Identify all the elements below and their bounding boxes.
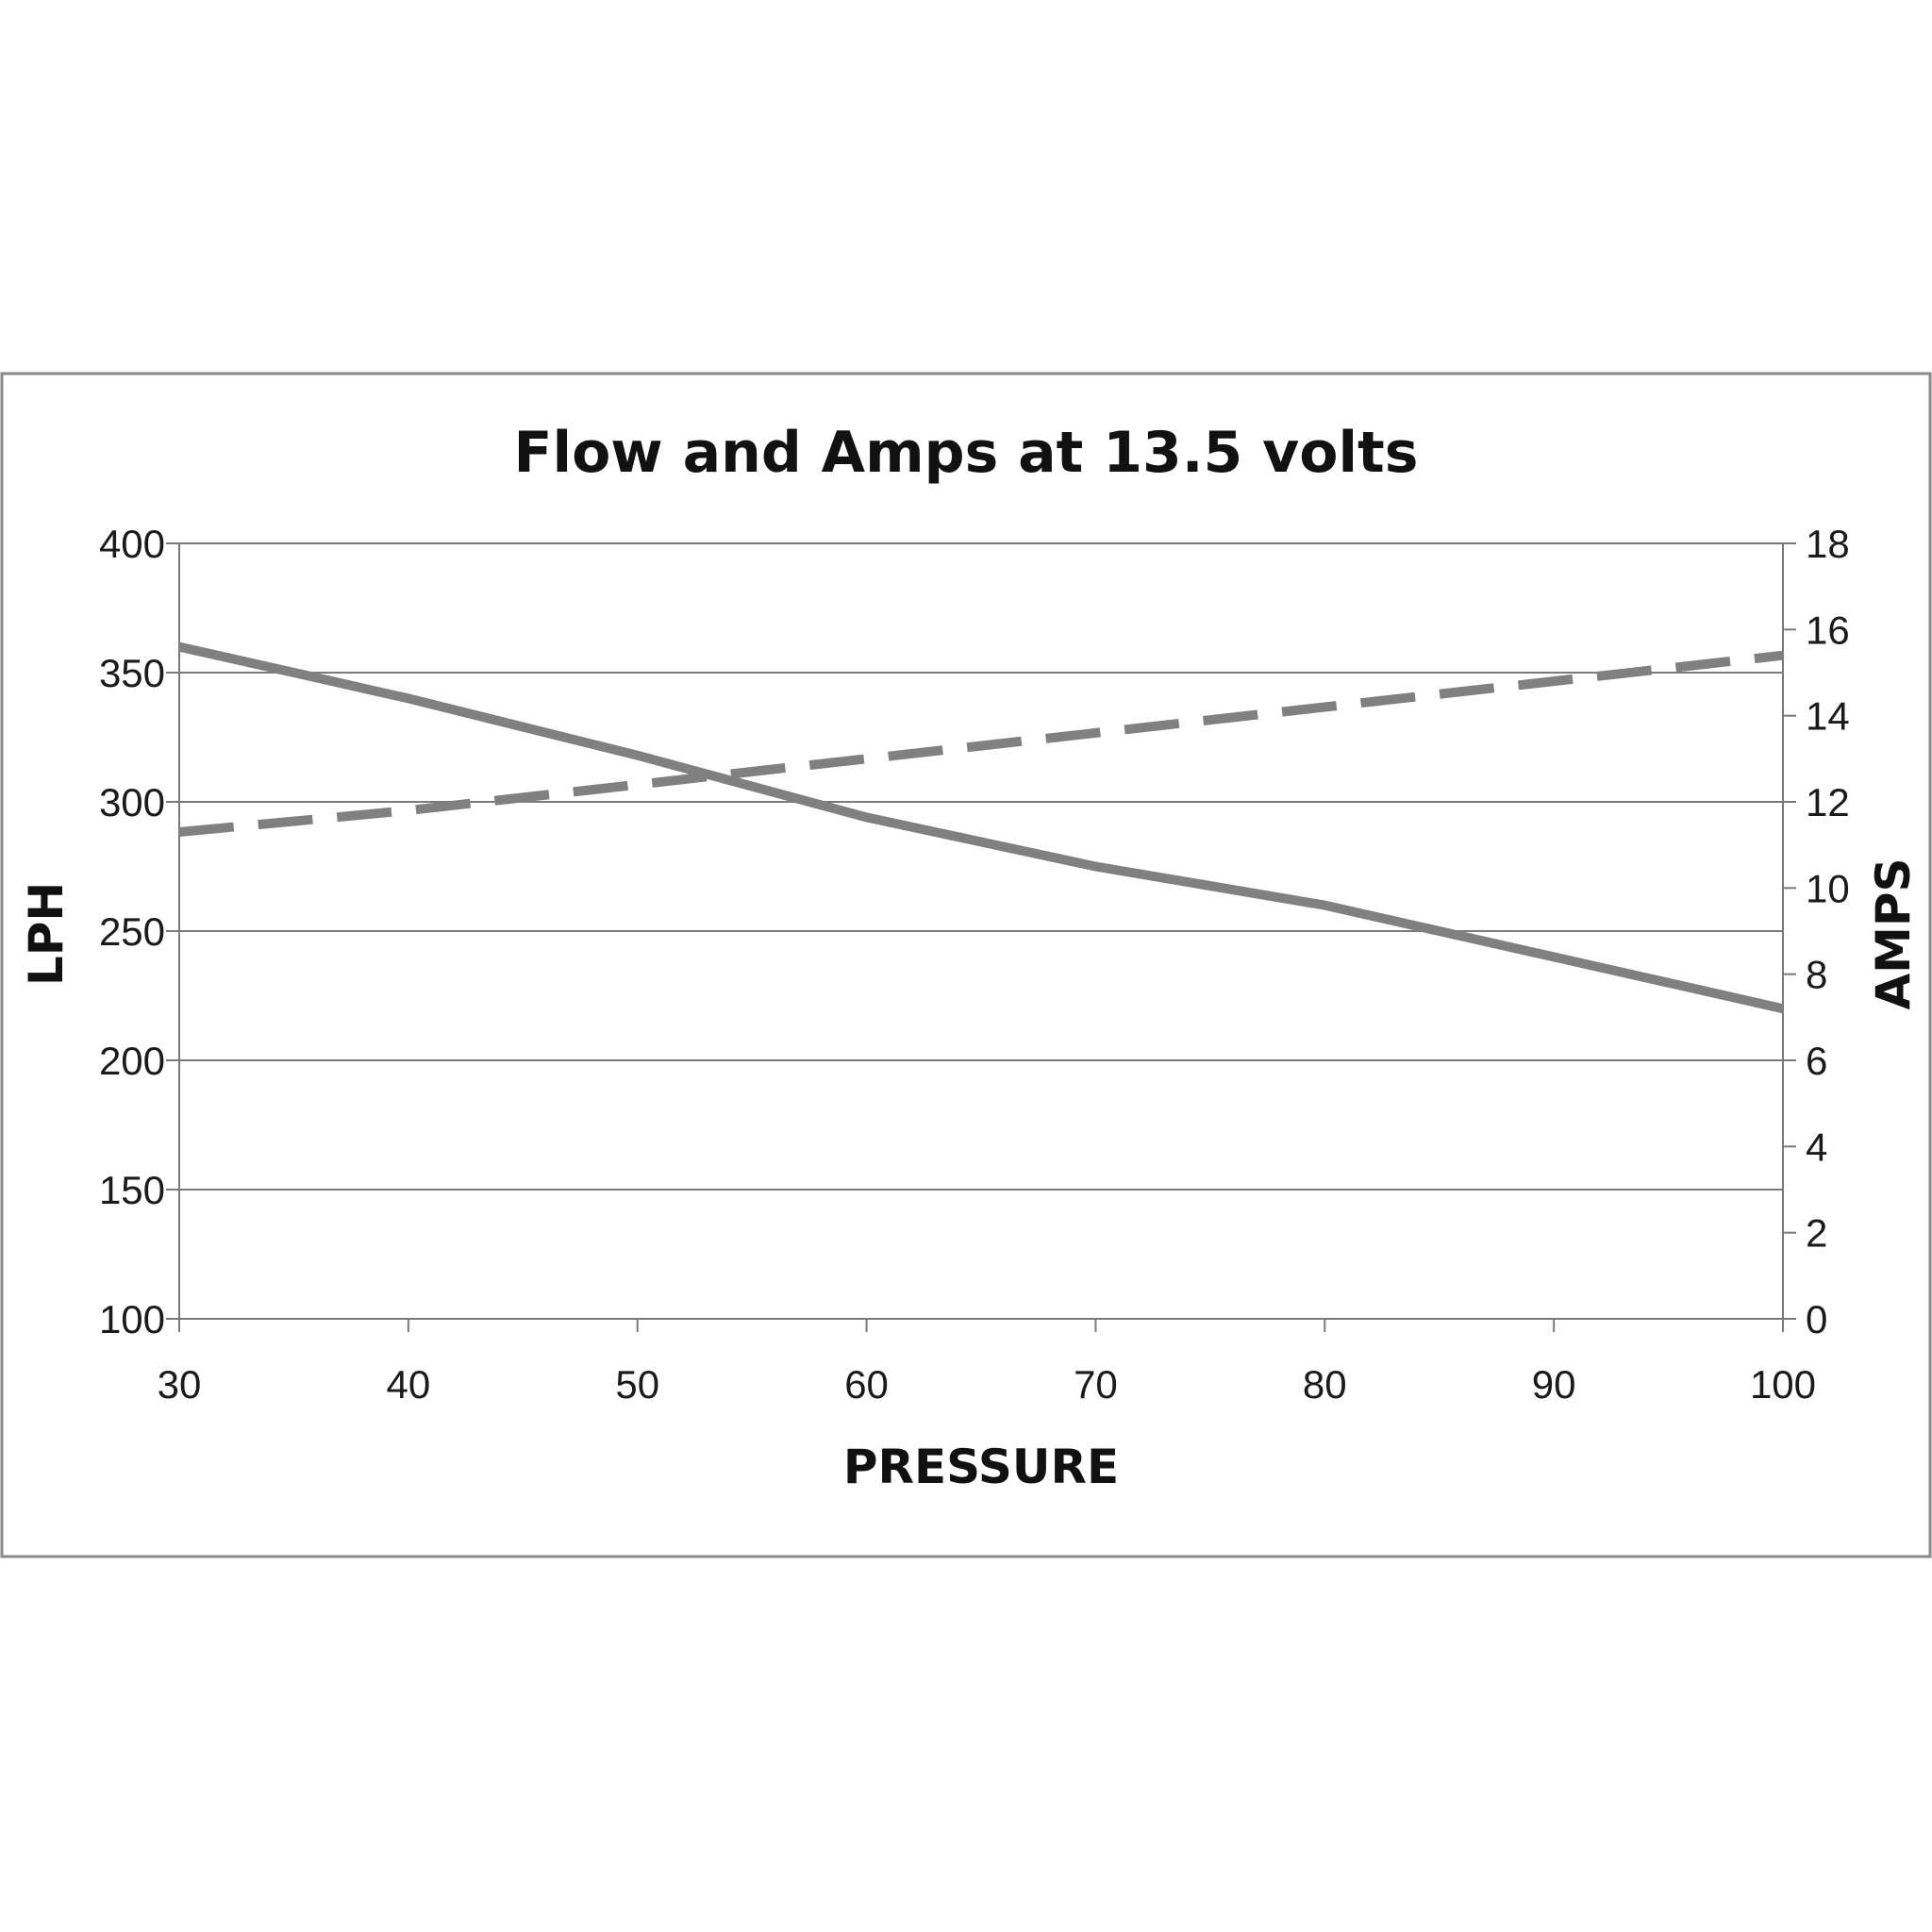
x-axis-title: PRESSURE <box>843 1440 1119 1494</box>
series-line-0 <box>177 641 1785 1014</box>
y2-axis-title: AMPS <box>1866 858 1921 1009</box>
axes <box>166 542 1796 1332</box>
y-tick-label-5: 350 <box>99 651 165 695</box>
series-line-1 <box>178 650 1784 837</box>
y-tick-label-2: 200 <box>99 1039 165 1083</box>
y-tick-label-6: 400 <box>99 522 165 566</box>
y-tick-label-1: 150 <box>99 1168 165 1212</box>
y2-tick-label-8: 16 <box>1806 608 1850 652</box>
y2-tick-label-5: 10 <box>1806 866 1850 910</box>
series-lines <box>177 641 1785 1014</box>
x-tick-label-1: 40 <box>386 1362 430 1407</box>
x-tick-label-7: 100 <box>1750 1362 1816 1407</box>
y2-tick-label-7: 14 <box>1806 694 1850 739</box>
y2-tick-label-9: 18 <box>1806 522 1850 566</box>
x-tick-label-6: 90 <box>1532 1362 1576 1407</box>
y2-tick-label-1: 2 <box>1806 1211 1827 1256</box>
x-tick-label-3: 60 <box>844 1362 889 1407</box>
y2-tick-label-3: 6 <box>1806 1039 1827 1083</box>
y2-tick-label-0: 0 <box>1806 1297 1827 1341</box>
y-tick-label-0: 100 <box>99 1297 165 1341</box>
y-axis-title: LPH <box>19 882 74 986</box>
y2-tick-label-4: 8 <box>1806 953 1827 997</box>
x-tick-label-5: 80 <box>1303 1362 1347 1407</box>
y2-tick-label-6: 12 <box>1806 780 1850 824</box>
x-tick-label-4: 70 <box>1074 1362 1118 1407</box>
y-tick-label-4: 300 <box>99 780 165 824</box>
chart-border <box>0 372 1932 1558</box>
y-tick-label-3: 250 <box>99 909 165 954</box>
chart-title: Flow and Amps at 13.5 volts <box>514 420 1419 486</box>
tick-labels: 100 150 200 250 300 350 400 0 2 4 6 8 10 12 14 16 18 30 40… <box>99 522 1850 1407</box>
y2-tick-label-2: 4 <box>1806 1124 1827 1169</box>
x-tick-label-2: 50 <box>615 1362 659 1407</box>
x-tick-label-0: 30 <box>158 1362 202 1407</box>
